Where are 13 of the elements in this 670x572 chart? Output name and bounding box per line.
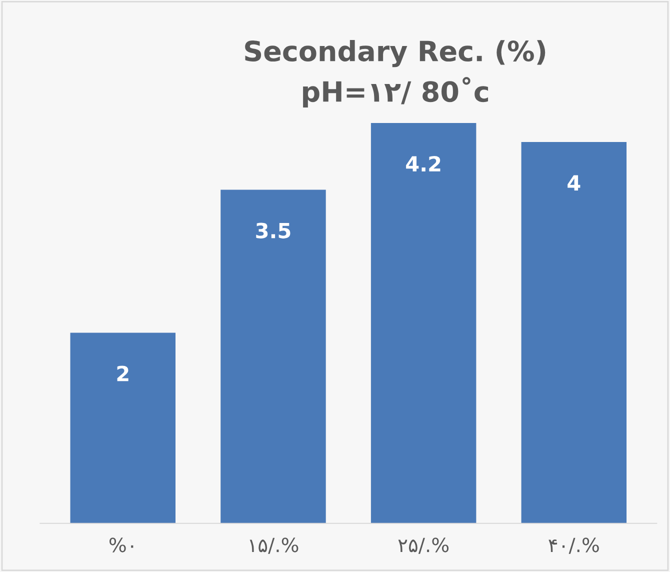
data-label: 3.5 — [256, 222, 290, 238]
x-tick-label: ۴۰/.% — [548, 538, 599, 554]
data-label: 4 — [568, 175, 580, 190]
x-tick-label: ۱۵/.% — [250, 538, 298, 554]
bar — [220, 190, 326, 524]
bar — [370, 122, 476, 524]
chart-title: Secondary Rec. (%) pH=۱۲/ 80˚c — [245, 40, 546, 108]
bar — [521, 142, 627, 524]
data-label: 4.2 — [406, 156, 440, 172]
data-label: 2 — [117, 366, 128, 382]
bar — [70, 332, 176, 524]
x-tick-label: ۲۵/.% — [398, 538, 449, 554]
x-tick-label: %۰ — [110, 538, 134, 552]
